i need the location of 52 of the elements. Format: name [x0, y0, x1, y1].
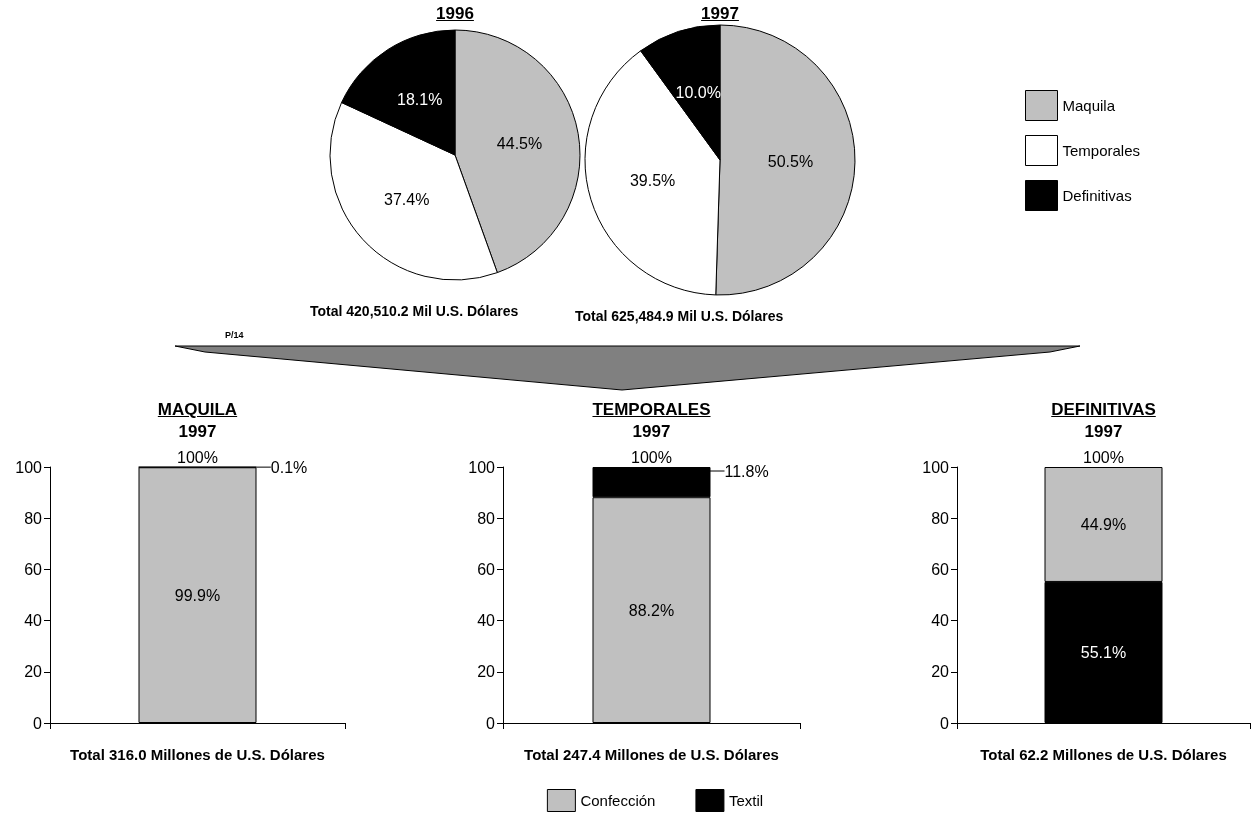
- legend-label: Textil: [728, 792, 764, 809]
- data-label: 99.9%: [174, 586, 221, 604]
- data-label: 0.1%: [270, 458, 308, 476]
- data-label: 18.1%: [397, 91, 443, 109]
- chart-title: MAQUILA: [156, 400, 239, 420]
- chart-title: 1996: [435, 4, 475, 24]
- legend-label: Definitivas: [1062, 187, 1132, 204]
- y-tick-label: 60: [931, 560, 950, 578]
- y-tick-label: 0: [33, 714, 43, 732]
- legend-label: Temporales: [1062, 142, 1141, 159]
- y-tick-label: 20: [24, 663, 43, 681]
- y-tick-label: 40: [477, 612, 496, 630]
- y-tick-label: 40: [931, 612, 950, 630]
- legend-label: Maquila: [1062, 97, 1116, 114]
- data-label: 44.9%: [1080, 515, 1127, 533]
- y-tick-label: 40: [24, 612, 43, 630]
- text: Total 625,484.9 Mil U.S. Dólares: [575, 308, 784, 324]
- y-tick-label: 0: [486, 714, 496, 732]
- y-tick-label: 80: [24, 509, 43, 527]
- total-label: 100%: [177, 448, 218, 466]
- y-tick-label: 60: [477, 560, 496, 578]
- x-axis-title: Total 62.2 Millones de U.S. Dólares: [980, 745, 1227, 763]
- chart-title: TEMPORALES: [591, 400, 712, 420]
- data-label: 11.8%: [724, 462, 769, 480]
- data-label: 88.2%: [628, 601, 675, 619]
- y-tick-label: 0: [940, 714, 950, 732]
- x-axis-title: Total 247.4 Millones de U.S. Dólares: [524, 745, 779, 763]
- data-label: 37.4%: [384, 190, 430, 208]
- data-label: 55.1%: [1080, 643, 1127, 661]
- data-label: 39.5%: [629, 172, 676, 190]
- text: Total 420,510.2 Mil U.S. Dólares: [310, 303, 519, 319]
- chart-subtitle: 1997: [631, 422, 672, 442]
- chart-title: DEFINITIVAS: [1050, 400, 1157, 420]
- total-label: 100%: [1083, 448, 1124, 466]
- y-tick-label: 100: [468, 458, 496, 476]
- y-tick-label: 20: [477, 663, 496, 681]
- total-label: 100%: [631, 448, 672, 466]
- x-axis-title: Total 316.0 Millones de U.S. Dólares: [70, 745, 325, 763]
- data-label: 44.5%: [496, 135, 543, 153]
- legend-label: Confección: [580, 792, 656, 809]
- chart-subtitle: 1997: [177, 422, 218, 442]
- y-tick-label: 80: [477, 509, 496, 527]
- y-tick-label: 60: [24, 560, 43, 578]
- y-tick-label: 80: [931, 509, 950, 527]
- y-tick-label: 100: [15, 458, 43, 476]
- y-tick-label: 20: [931, 663, 950, 681]
- data-label: 10.0%: [675, 84, 721, 102]
- chart-title: 1997: [700, 4, 740, 24]
- chart-subtitle: 1997: [1083, 422, 1124, 442]
- data-label: 50.5%: [767, 152, 814, 170]
- text: P/14: [225, 330, 244, 340]
- y-tick-label: 100: [922, 458, 950, 476]
